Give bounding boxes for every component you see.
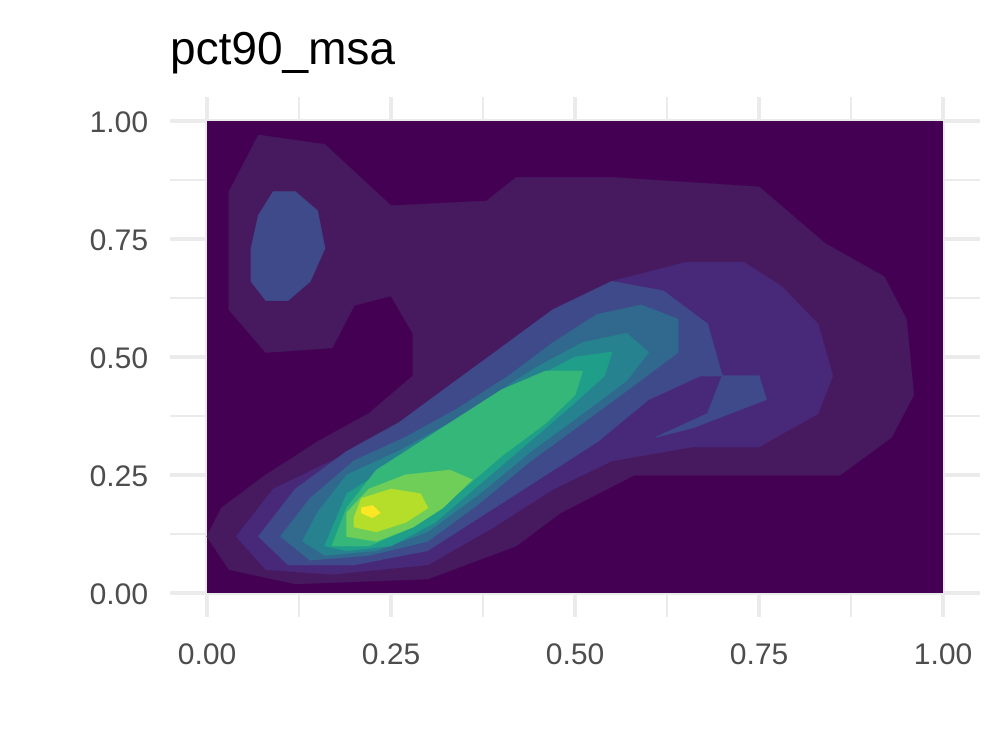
y-tick-label: 0.75 bbox=[90, 224, 148, 257]
x-tick-label: 1.00 bbox=[914, 638, 972, 671]
density-contours bbox=[206, 121, 943, 593]
y-tick-label: 0.50 bbox=[90, 342, 148, 375]
chart-title: pct90_msa bbox=[170, 22, 396, 74]
x-tick-label: 0.75 bbox=[730, 638, 788, 671]
y-tick-label: 0.00 bbox=[90, 578, 148, 611]
x-axis-ticks: 0.00 0.25 0.50 0.75 1.00 bbox=[178, 638, 972, 671]
x-tick-label: 0.50 bbox=[546, 638, 604, 671]
y-tick-label: 0.25 bbox=[90, 460, 148, 493]
x-tick-label: 0.25 bbox=[362, 638, 420, 671]
density-level-3 bbox=[250, 191, 326, 301]
x-tick-label: 0.00 bbox=[178, 638, 236, 671]
density-level-9 bbox=[353, 488, 429, 533]
y-axis-ticks: 0.00 0.25 0.50 0.75 1.00 bbox=[90, 106, 148, 611]
y-tick-label: 1.00 bbox=[90, 106, 148, 139]
density-level-10 bbox=[361, 505, 381, 518]
